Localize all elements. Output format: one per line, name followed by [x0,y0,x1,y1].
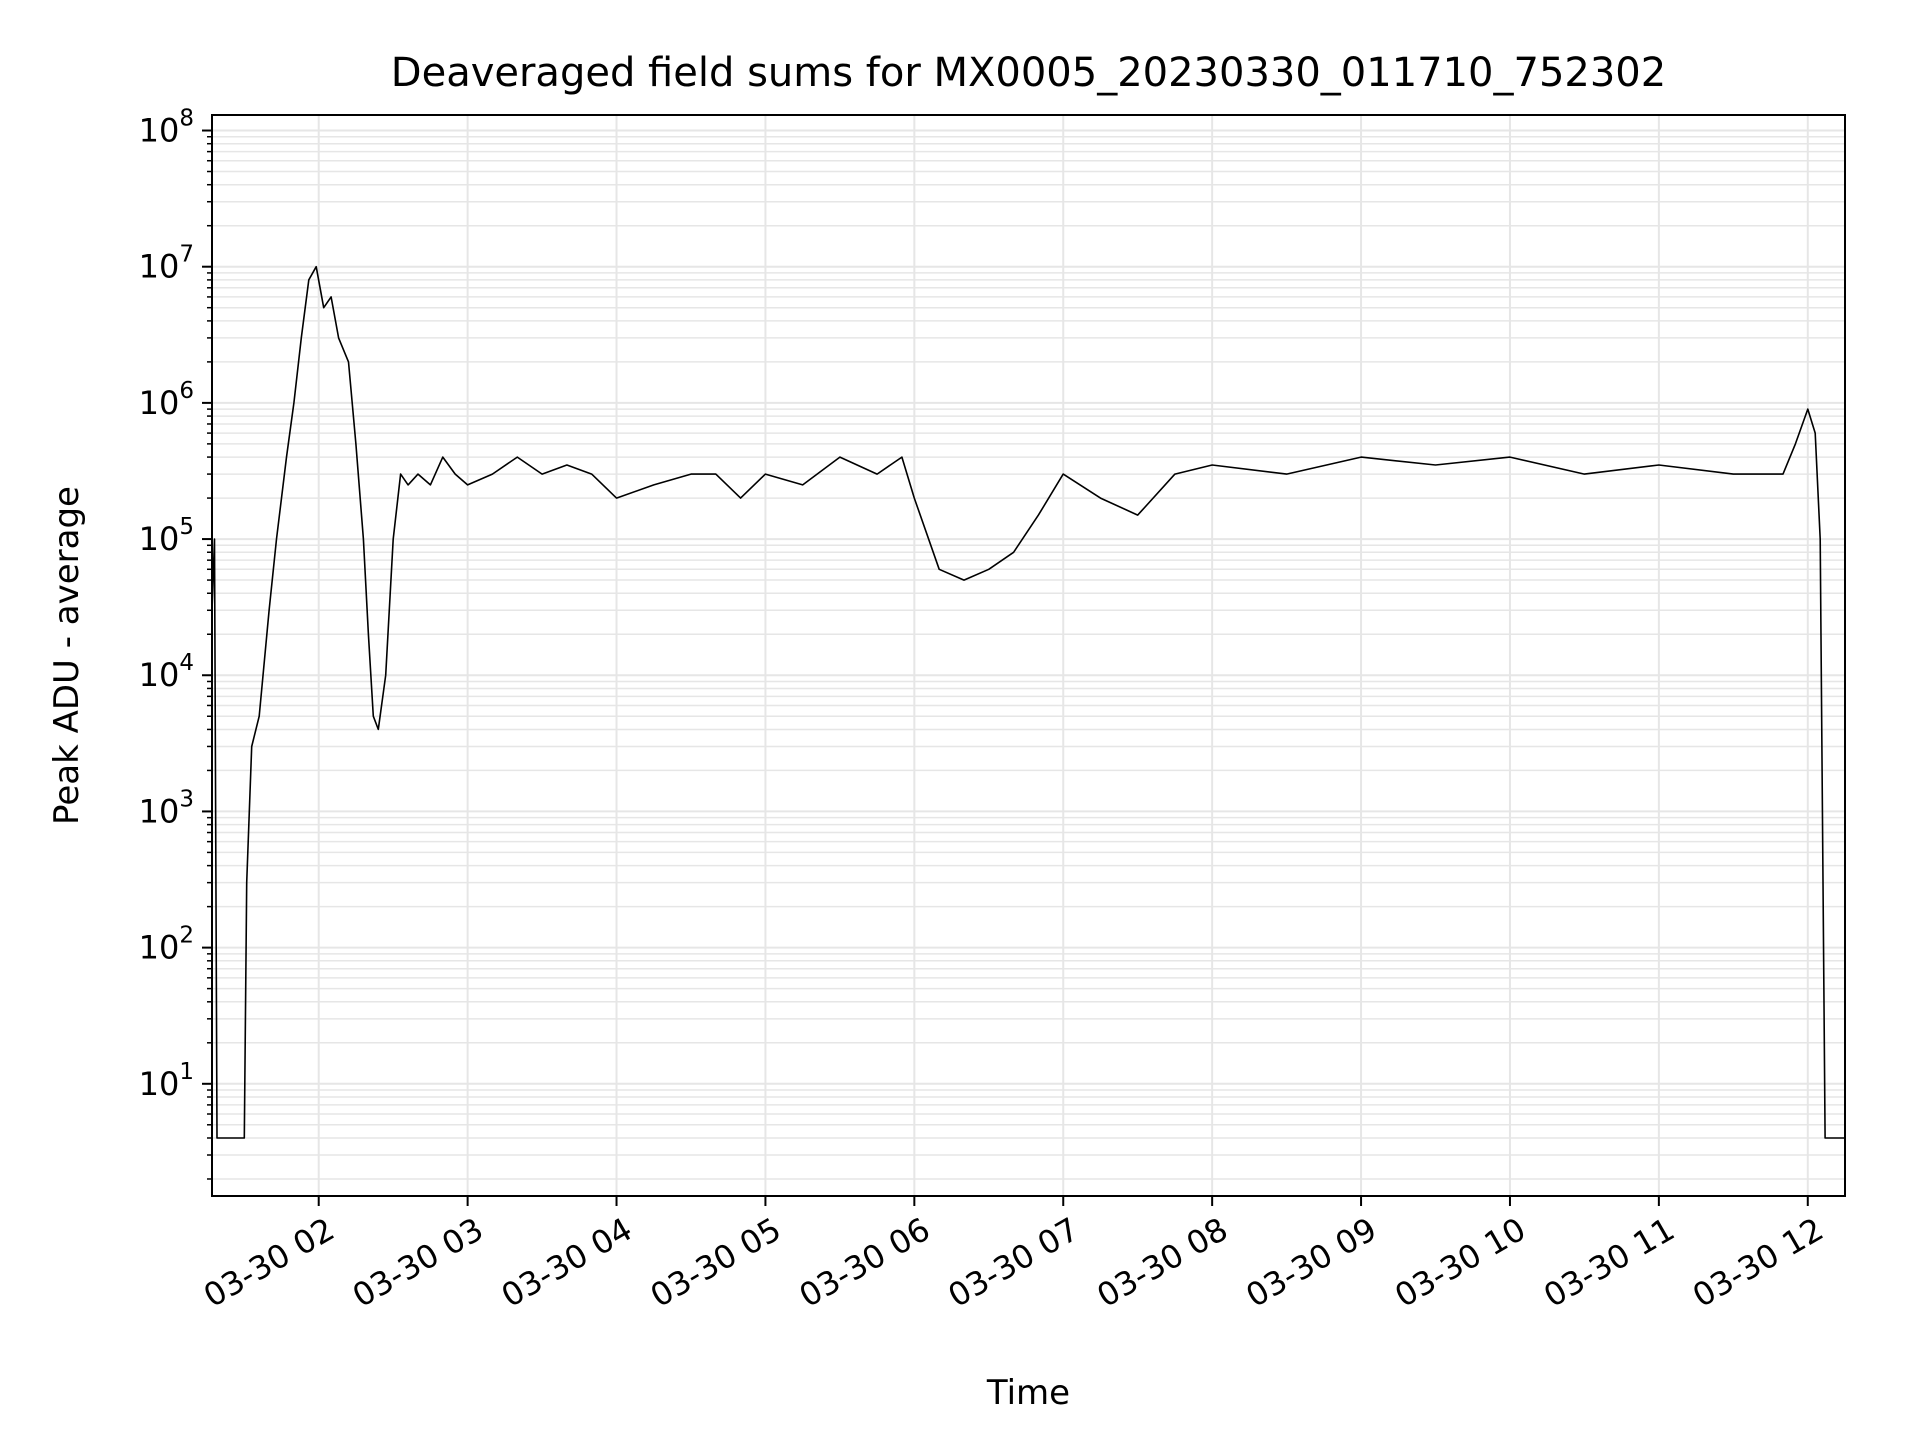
y-tick-exponent: 7 [179,242,194,268]
y-tick-exponent: 8 [179,106,194,132]
y-tick-base: 10 [139,656,180,694]
y-tick-label: 106 [139,378,194,422]
y-tick-label: 104 [139,650,194,694]
chart-title: Deaveraged field sums for MX0005_2023033… [391,50,1666,96]
y-tick-exponent: 5 [179,514,194,540]
plot-area [211,265,1845,1139]
y-tick-label: 105 [139,514,194,558]
y-tick-label: 102 [139,923,194,967]
series-line [211,265,1845,1139]
y-tick-label: 103 [139,786,194,830]
y-tick-label: 101 [139,1059,194,1103]
plot-frame [211,114,1846,1197]
y-tick-exponent: 3 [179,786,194,812]
y-tick-base: 10 [139,248,180,286]
y-tick-exponent: 4 [179,650,194,676]
y-tick-exponent: 6 [179,378,194,404]
y-tick-label: 107 [139,242,194,286]
y-tick-base: 10 [139,520,180,558]
y-tick-label: 108 [139,106,194,150]
y-tick-exponent: 2 [179,923,194,949]
y-tick-base: 10 [139,112,180,150]
y-tick-base: 10 [139,1065,180,1103]
y-axis-label: Peak ADU - average [47,486,87,825]
y-tick-base: 10 [139,929,180,967]
y-tick-base: 10 [139,384,180,422]
grid [212,115,1845,1196]
y-tick-base: 10 [139,792,180,830]
y-tick-exponent: 1 [179,1059,194,1085]
x-axis-label: Time [986,1373,1070,1413]
